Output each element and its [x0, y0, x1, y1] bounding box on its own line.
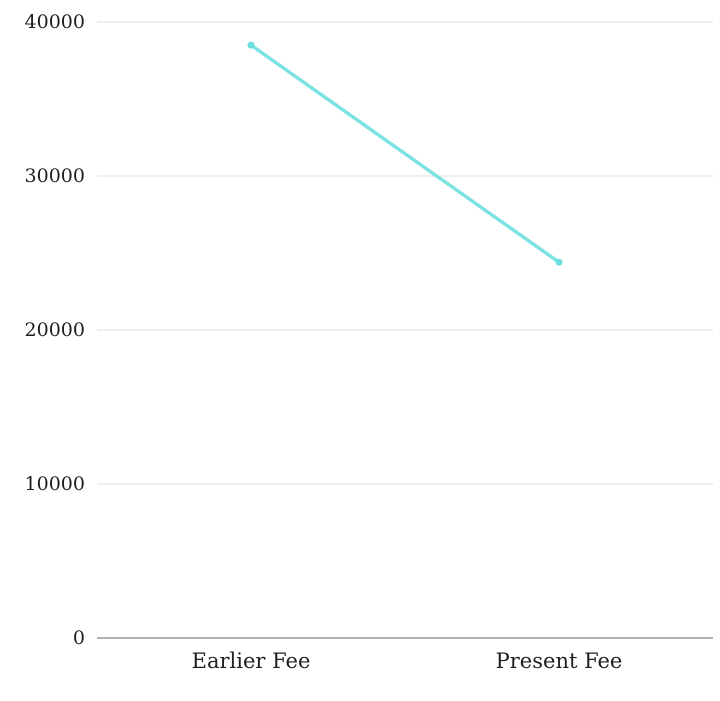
data-line	[249, 43, 561, 264]
y-tick-label: 40000	[25, 11, 85, 33]
y-tick-label: 0	[73, 627, 85, 649]
y-tick-label: 10000	[25, 473, 85, 495]
y-tick-label: 30000	[25, 165, 85, 187]
data-point	[247, 41, 255, 49]
y-tick-label: 20000	[25, 319, 85, 341]
x-category-label: Present Fee	[496, 649, 623, 673]
x-category-label: Earlier Fee	[192, 649, 311, 673]
data-point	[555, 258, 563, 266]
